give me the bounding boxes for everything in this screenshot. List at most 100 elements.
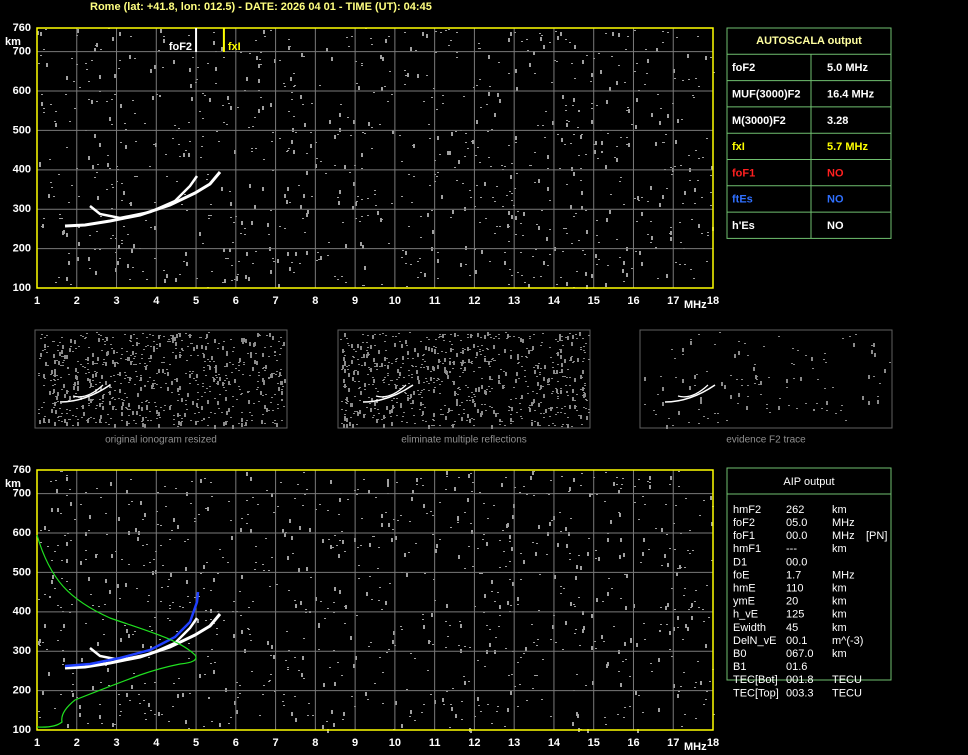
x-tick-label: 13 (508, 737, 520, 749)
autoscala-label: fxI (732, 141, 745, 153)
noise (38, 471, 715, 733)
aip-cell: ymE (733, 596, 755, 608)
aip-cell: 00.0 (786, 556, 807, 568)
y-tick-label: 600 (13, 527, 31, 539)
aip-cell: foF1 (733, 530, 755, 542)
y-tick-label: 700 (13, 488, 31, 500)
y-tick-label: 600 (13, 85, 31, 97)
thumbnail-caption: eliminate multiple reflections (401, 435, 527, 446)
aip-cell: 1.7 (786, 569, 801, 581)
marker-label: foF2 (169, 41, 192, 53)
plot-border (36, 469, 714, 731)
aip-cell: foE (733, 569, 750, 581)
x-tick-label: 16 (627, 737, 639, 749)
autoscala-value: 16.4 MHz (827, 89, 875, 101)
aip-cell: MHz (832, 517, 855, 529)
x-tick-label: 3 (113, 295, 119, 307)
aip-cell: 20 (786, 596, 798, 608)
x-tick-label: 4 (153, 295, 160, 307)
autoscala-value: 3.28 (827, 115, 848, 127)
echo-trace (72, 384, 104, 398)
aip-cell: 003.3 (786, 687, 814, 699)
aip-cell: km (832, 622, 847, 634)
header-title: Rome (lat: +41.8, lon: 012.5) - DATE: 20… (90, 1, 432, 13)
profile-trace (64, 591, 200, 668)
aip-cell: 00.0 (786, 530, 807, 542)
x-unit: MHz (684, 741, 707, 753)
x-tick-label: 6 (233, 295, 239, 307)
x-tick-label: 17 (667, 737, 679, 749)
y-tick-label: 100 (13, 724, 31, 736)
x-tick-label: 2 (74, 295, 80, 307)
y-tick-label: 300 (13, 203, 31, 215)
aip-cell: hmF2 (733, 504, 761, 516)
y-tick-label: 200 (13, 685, 31, 697)
x-tick-label: 16 (627, 295, 639, 307)
noise (37, 28, 715, 289)
aip-cell: foF2 (733, 517, 755, 529)
plot-border (36, 27, 714, 289)
aip-cell: TECU (832, 674, 862, 686)
x-tick-label: 6 (233, 737, 239, 749)
aip-cell: 001.8 (786, 674, 814, 686)
y-tick-label: 200 (13, 243, 31, 255)
aip-cell: km (832, 543, 847, 555)
y-tick-label: 760 (13, 464, 31, 476)
echo-trace (664, 384, 716, 403)
aip-cell: TEC[Top] (733, 687, 779, 699)
x-tick-label: 5 (193, 295, 199, 307)
thumbnail-caption: original ionogram resized (105, 435, 217, 446)
noise (38, 332, 286, 429)
aip-cell: --- (786, 543, 797, 555)
aip-cell: [PN] (866, 530, 887, 542)
y-tick-label: 500 (13, 124, 31, 136)
autoscala-label: foF1 (732, 167, 755, 179)
x-tick-label: 3 (113, 737, 119, 749)
autoscala-label: foF2 (732, 62, 755, 74)
x-tick-label: 5 (193, 737, 199, 749)
echo-trace (362, 384, 414, 403)
aip-cell: km (832, 609, 847, 621)
x-tick-label: 12 (468, 737, 480, 749)
x-tick-label: 13 (508, 295, 520, 307)
x-tick-label: 18 (707, 295, 719, 307)
aip-cell: km (832, 583, 847, 595)
x-tick-label: 8 (312, 737, 318, 749)
aip-cell: h_vE (733, 609, 758, 621)
x-tick-label: 10 (389, 737, 401, 749)
aip-cell: 00.1 (786, 635, 807, 647)
x-tick-label: 15 (588, 737, 600, 749)
x-tick-label: 8 (312, 295, 318, 307)
autoscala-label: M(3000)F2 (732, 115, 786, 127)
y-tick-label: 100 (13, 282, 31, 294)
x-tick-label: 11 (429, 295, 441, 307)
echo-trace (677, 384, 709, 398)
echo-trace (64, 613, 222, 670)
aip-cell: B0 (733, 648, 746, 660)
aip-cell: 262 (786, 504, 804, 516)
x-tick-label: 11 (429, 737, 441, 749)
x-tick-label: 17 (667, 295, 679, 307)
x-tick-label: 14 (548, 295, 561, 307)
aip-cell: km (832, 504, 847, 516)
aip-cell: TEC[Bot] (733, 674, 778, 686)
aip-cell: 05.0 (786, 517, 807, 529)
aip-cell: B1 (733, 661, 746, 673)
aip-cell: 067.0 (786, 648, 814, 660)
aip-box (726, 467, 892, 681)
autoscala-label: MUF(3000)F2 (732, 89, 800, 101)
x-tick-label: 4 (153, 737, 160, 749)
x-tick-label: 10 (389, 295, 401, 307)
aip-title: AIP output (783, 476, 834, 488)
aip-cell: 01.6 (786, 661, 807, 673)
autoscala-value: NO (827, 220, 844, 232)
aip-cell: MHz (832, 569, 855, 581)
x-tick-label: 1 (34, 737, 40, 749)
aip-cell: Ewidth (733, 622, 766, 634)
x-tick-label: 15 (588, 295, 600, 307)
echo-trace (375, 384, 407, 398)
aip-cell: DelN_vE (733, 635, 776, 647)
y-tick-label: 300 (13, 645, 31, 657)
